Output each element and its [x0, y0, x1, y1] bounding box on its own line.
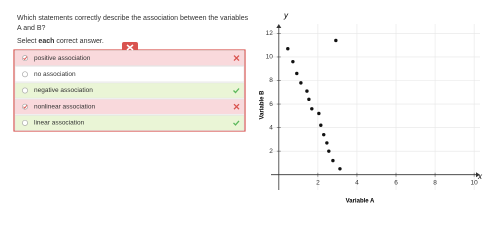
point: [317, 111, 321, 116]
y-tick-label: 4: [269, 124, 273, 131]
y-axis-arrow: [276, 24, 282, 28]
option-checkbox: [22, 87, 28, 94]
x-tick-label: 8: [433, 179, 437, 186]
instruction-text: correct answer.: [56, 38, 104, 45]
option-row[interactable]: [14, 50, 245, 66]
point: [325, 141, 329, 145]
y-axis-letter: y: [283, 11, 289, 20]
y-tick-label: 12: [266, 30, 274, 37]
option-row[interactable]: [14, 66, 245, 83]
option-label: nonlinear association: [34, 103, 95, 110]
y-tick-label: 8: [269, 77, 273, 84]
x-tick-label: 6: [394, 179, 398, 186]
point: [286, 47, 290, 51]
instruction-emphasis: each: [38, 38, 55, 45]
x-tick-label: 2: [316, 179, 320, 186]
instruction-text: Select: [17, 38, 37, 45]
option-checkbox: [22, 71, 28, 78]
point: [334, 38, 338, 43]
y-tick-label: 2: [269, 148, 273, 155]
option-label: linear association: [34, 120, 85, 127]
y-tick-label: 10: [266, 54, 274, 61]
point: [299, 81, 303, 85]
x-tick-label: 4: [355, 179, 359, 186]
option-row[interactable]: [14, 98, 245, 115]
point: [310, 107, 314, 111]
check-mark: [23, 56, 28, 61]
point: [338, 167, 342, 171]
options: positive association no association negati…: [13, 42, 246, 132]
incorrect-icon: [233, 55, 240, 62]
y-tick-label: 6: [269, 101, 273, 108]
point: [319, 123, 323, 127]
point: [322, 132, 326, 137]
x-axis-arrow: [476, 172, 480, 178]
correct-icon: [233, 88, 240, 94]
incorrect-icon: [233, 103, 240, 110]
correct-icon: [233, 120, 240, 126]
point: [291, 59, 295, 64]
page: Which statements correctly describe the …: [13, 11, 483, 205]
chart: y x Variable A Variable B 2 4 6 8 10 2 4 6 8 10 12: [260, 11, 483, 205]
option-label: no association: [34, 71, 76, 78]
check-mark: [23, 104, 28, 109]
question: Which statements correctly describe the …: [17, 15, 249, 32]
instruction: Select each correct answer.: [17, 38, 104, 45]
x-tick-label: 10: [471, 179, 479, 186]
option-label: positive association: [34, 55, 91, 62]
feedback-icon: [126, 44, 134, 51]
point: [305, 89, 309, 93]
point: [331, 158, 335, 163]
y-axis-label: Variable B: [260, 90, 266, 120]
point: [295, 71, 299, 76]
option-row[interactable]: [14, 115, 245, 131]
x-axis-letter: x: [477, 172, 483, 181]
point: [327, 149, 331, 153]
x-axis-label: Variable A: [346, 199, 375, 205]
option-row[interactable]: [14, 82, 245, 99]
option-checkbox: [22, 119, 28, 126]
point: [307, 97, 311, 102]
option-label: negative association: [34, 87, 93, 94]
